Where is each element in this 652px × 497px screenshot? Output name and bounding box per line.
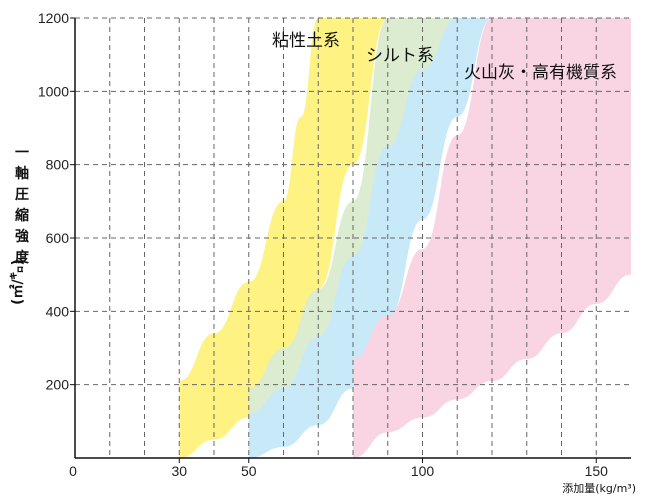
chart-grid bbox=[75, 17, 631, 458]
region-label-silt: シルト系 bbox=[366, 46, 434, 66]
y-axis-label-line-3: 圧 bbox=[15, 187, 29, 203]
y-tick-label-5: 1000 bbox=[38, 83, 69, 99]
region-band-3 bbox=[248, 18, 492, 458]
y-axis-label-line-6: 度 bbox=[15, 249, 30, 266]
y-tick-label-1: 200 bbox=[46, 377, 70, 393]
chart-ticks: 200 400 600 800 1000 1200 0 30 50 100 150 bbox=[38, 10, 608, 479]
y-axis-label-line-2: 軸 bbox=[15, 165, 29, 182]
x-tick-label-4: 100 bbox=[411, 463, 435, 479]
x-axis-label: 添加量(kg/m³) bbox=[562, 481, 636, 495]
y-axis-label-line-4: 縮 bbox=[15, 207, 29, 224]
y-tick-label-3: 600 bbox=[46, 230, 70, 246]
y-axis-label: 一 軸 圧 縮 強 度 (㎡/㌔) bbox=[9, 145, 30, 305]
x-tick-label-2: 30 bbox=[171, 463, 187, 479]
y-tick-label-2: 400 bbox=[46, 303, 70, 319]
y-tick-label-6: 1200 bbox=[38, 10, 69, 26]
x-tick-label-3: 50 bbox=[241, 463, 257, 479]
y-tick-label-4: 800 bbox=[46, 157, 70, 173]
y-axis-label-line-7: (㎡/㌔) bbox=[9, 259, 26, 305]
region-label-volcanic: 火山灰・高有機質系 bbox=[464, 63, 617, 83]
y-axis-label-line-5: 強 bbox=[15, 228, 29, 245]
x-tick-label-1: 0 bbox=[69, 463, 77, 479]
y-axis-label-line-1: 一 bbox=[15, 145, 29, 161]
x-tick-label-5: 150 bbox=[585, 463, 609, 479]
region-label-clay: 粘性土系 bbox=[272, 31, 340, 51]
